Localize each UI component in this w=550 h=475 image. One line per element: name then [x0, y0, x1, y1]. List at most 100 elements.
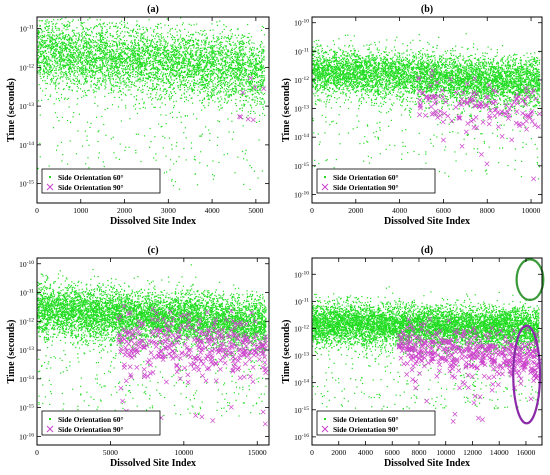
data-point [255, 53, 257, 55]
data-point [153, 60, 155, 62]
data-point [226, 69, 228, 71]
data-point [227, 41, 229, 43]
data-point [166, 72, 169, 75]
data-point [89, 56, 92, 58]
data-point [165, 54, 167, 56]
data-point [196, 51, 198, 53]
data-point [172, 65, 174, 67]
data-point [91, 51, 93, 53]
data-point [249, 164, 251, 167]
data-point [40, 40, 42, 42]
data-point [115, 22, 117, 25]
data-point [240, 59, 242, 61]
data-point [95, 32, 97, 35]
data-point [60, 76, 63, 78]
data-point [215, 87, 218, 89]
data-point [100, 59, 102, 61]
data-point [135, 71, 137, 73]
data-point [106, 30, 108, 33]
data-point [102, 81, 104, 83]
data-point [198, 86, 200, 88]
data-point [245, 149, 247, 151]
data-point [54, 83, 56, 85]
data-point [255, 104, 257, 107]
data-point [153, 47, 155, 49]
data-point [224, 45, 226, 47]
data-point [180, 121, 182, 123]
data-point [212, 58, 214, 60]
data-point [250, 54, 252, 56]
data-point [144, 107, 146, 109]
data-point [81, 67, 83, 69]
data-point [172, 94, 174, 97]
data-point [146, 28, 149, 31]
data-point [157, 35, 159, 37]
data-point [60, 56, 62, 59]
data-point [166, 43, 169, 45]
data-point [104, 57, 106, 59]
data-point [61, 64, 64, 66]
data-point [96, 44, 98, 46]
data-point [243, 74, 245, 77]
data-point [263, 77, 266, 79]
data-point [67, 78, 70, 80]
data-point [52, 67, 54, 69]
data-point [243, 67, 245, 69]
data-point [68, 48, 70, 50]
data-point [96, 57, 98, 59]
data-point [211, 40, 213, 42]
data-point [125, 82, 127, 84]
data-point [174, 42, 176, 44]
data-point [102, 42, 104, 44]
data-point [236, 69, 238, 71]
data-point [52, 127, 55, 129]
data-point [241, 73, 244, 75]
data-point [192, 53, 194, 55]
data-point [189, 53, 191, 55]
data-point [37, 52, 39, 54]
data-point [156, 47, 158, 49]
data-point [202, 70, 204, 72]
data-point [104, 48, 107, 50]
data-point [100, 41, 103, 43]
data-point [202, 87, 204, 89]
data-point [54, 59, 56, 61]
data-point [133, 54, 135, 56]
data-point [210, 93, 213, 95]
data-point [223, 80, 226, 82]
data-point [111, 73, 113, 75]
data-point [234, 43, 236, 45]
data-point [132, 70, 134, 73]
data-point [88, 51, 90, 53]
data-point [49, 37, 51, 39]
data-point [156, 44, 159, 46]
data-point [149, 52, 151, 54]
data-point [181, 60, 183, 62]
data-point [138, 44, 140, 46]
data-point [78, 69, 81, 71]
data-point [60, 55, 63, 57]
data-point [201, 70, 203, 72]
data-point [38, 30, 40, 32]
data-point [252, 99, 254, 101]
data-point [40, 45, 42, 47]
data-point [237, 67, 239, 69]
data-point [173, 67, 175, 69]
data-point [49, 60, 51, 62]
data-point [211, 88, 213, 90]
data-point [237, 54, 239, 56]
data-point [247, 111, 249, 113]
data-point [195, 43, 197, 45]
data-point [81, 35, 83, 37]
data-point [96, 60, 98, 62]
data-point [87, 60, 89, 62]
data-point [86, 57, 88, 60]
data-point [208, 59, 210, 61]
data-point [194, 155, 196, 158]
data-point [194, 51, 196, 53]
data-point [158, 61, 161, 63]
data-point [216, 47, 218, 49]
data-point [106, 67, 109, 69]
data-point [60, 93, 63, 96]
data-point [199, 72, 201, 74]
